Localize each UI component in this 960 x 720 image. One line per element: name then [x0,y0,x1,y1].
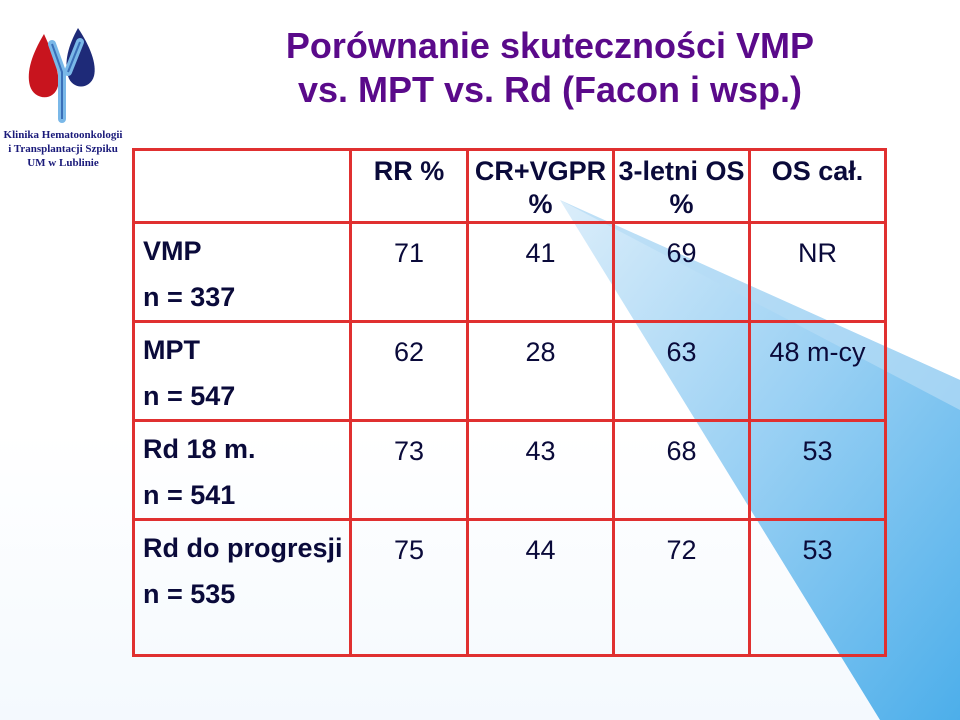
value-cell: 71 [349,221,469,323]
arm-name: Rd do progresji [143,533,343,563]
table-row: Rd do progresji n = 535 75 44 72 53 [132,518,887,657]
header-cell-empty [132,148,352,224]
logo-caption: Klinika Hematoonkologii i Transplantacji… [0,128,126,170]
value-cell: 63 [612,320,751,422]
table-row: MPT n = 547 62 28 63 48 m-cy [132,320,887,422]
value-cell: 68 [612,419,751,521]
table-header-row: RR % CR+VGPR % 3-letni OS % OS cał. [132,148,887,224]
logo-caption-line: i Transplantacji Szpiku [8,143,118,155]
value-cell: 28 [466,320,615,422]
table-row: Rd 18 m. n = 541 73 43 68 53 [132,419,887,521]
value-cell: 69 [612,221,751,323]
row-label-cell: VMP n = 337 [132,221,352,323]
value-cell: 53 [748,518,887,657]
value-cell: 41 [466,221,615,323]
results-table: RR % CR+VGPR % 3-letni OS % OS cał. VMP … [132,148,887,657]
logo-caption-line: Klinika Hematoonkologii [3,129,123,141]
value-cell: 43 [466,419,615,521]
arm-name: VMP [143,236,202,266]
arm-name: Rd 18 m. [143,434,256,464]
arm-n: n = 541 [143,480,236,510]
header-cell-rr: RR % [349,148,469,224]
blood-drop-antibody-icon [28,28,95,123]
arm-n: n = 547 [143,381,236,411]
value-cell: 48 m-cy [748,320,887,422]
logo-caption-line: UM w Lublinie [27,157,99,169]
value-cell: NR [748,221,887,323]
header-cell-3yr-os: 3-letni OS % [612,148,751,224]
arm-name: MPT [143,335,200,365]
value-cell: 73 [349,419,469,521]
row-label-cell: Rd do progresji n = 535 [132,518,352,657]
value-cell: 62 [349,320,469,422]
row-label-cell: Rd 18 m. n = 541 [132,419,352,521]
arm-n: n = 337 [143,282,236,312]
table-row: VMP n = 337 71 41 69 NR [132,221,887,323]
arm-n: n = 535 [143,579,236,609]
header-cell-cr-vgpr: CR+VGPR % [466,148,615,224]
clinic-logo: Klinika Hematoonkologii i Transplantacji… [0,0,130,175]
row-label-cell: MPT n = 547 [132,320,352,422]
value-cell: 75 [349,518,469,657]
title-line: Porównanie skuteczności VMP [285,25,815,66]
value-cell: 53 [748,419,887,521]
value-cell: 72 [612,518,751,657]
header-cell-os-total: OS cał. [748,148,887,224]
title-line: vs. MPT vs. Rd (Facon i wsp.) [297,69,803,110]
value-cell: 44 [466,518,615,657]
slide-title: Porównanie skuteczności VMP vs. MPT vs. … [140,24,960,112]
